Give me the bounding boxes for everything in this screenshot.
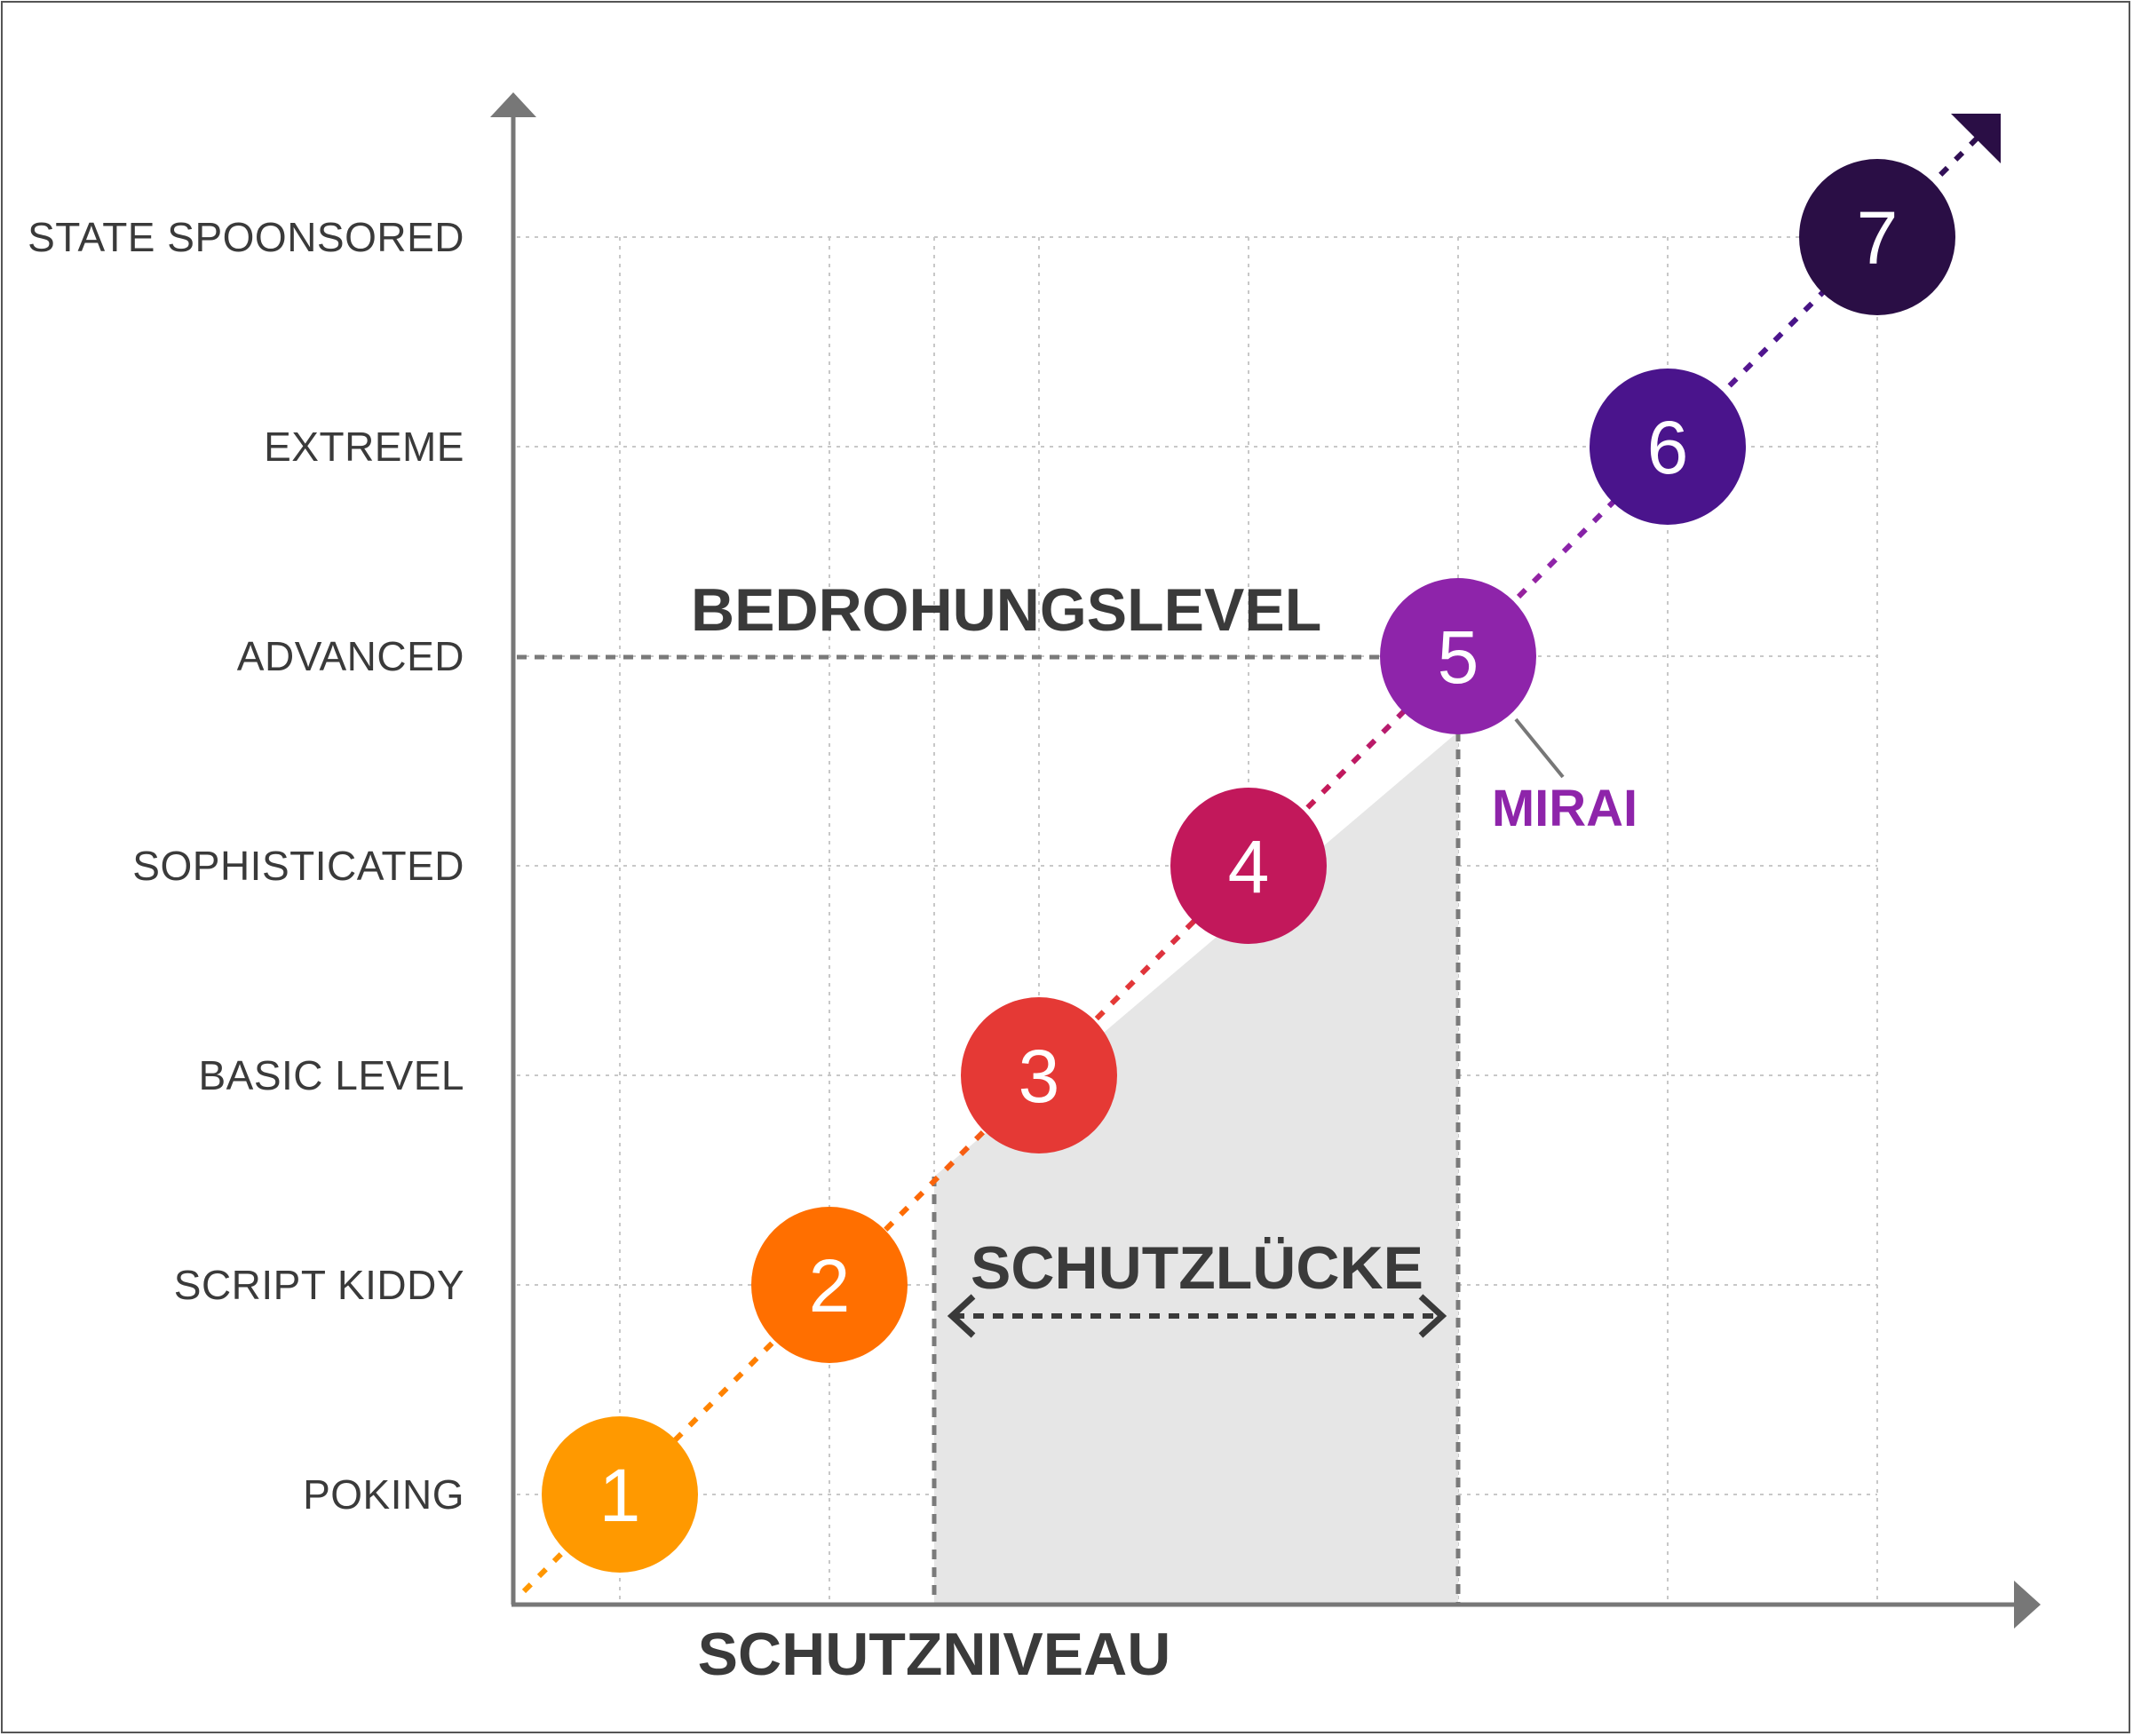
protection-gap-area [934,732,1458,1603]
threat-node-circle [542,1416,698,1573]
threat-node-4: 4 [1170,788,1327,944]
threat-node-circle [961,997,1117,1153]
threat-node-number: 2 [809,1244,851,1328]
threat-node-number: 1 [599,1454,641,1537]
threat-node-circle [1380,578,1536,734]
y-label-script-kiddy: SCRIPT KIDDY [174,1262,464,1308]
mirai-label: MIRAI [1492,780,1637,837]
arrow-right-icon [1418,1294,1447,1338]
threat-level-nodes: 1 2 3 4 5 6 7 [542,159,1955,1573]
threat-node-circle [1799,159,1955,315]
threat-node-2: 2 [751,1207,908,1363]
threat-node-1: 1 [542,1416,698,1573]
y-label-advanced: ADVANCED [237,633,464,679]
threat-node-number: 7 [1857,196,1899,280]
protection-gap-double-arrow [947,1294,1447,1338]
y-axis-labels: POKING SCRIPT KIDDY BASIC LEVEL SOPHISTI… [28,214,464,1518]
threat-node-3: 3 [961,997,1117,1153]
protection-gap-label: SCHUTZLÜCKE [971,1234,1423,1302]
y-axis-arrow-icon [490,92,536,117]
threat-node-number: 3 [1019,1034,1060,1118]
protection-level-label: SCHUTZNIVEAU [698,1621,1171,1688]
threat-node-circle [1170,788,1327,944]
threat-node-circle [1590,369,1746,525]
y-label-basic-level: BASIC LEVEL [198,1052,464,1098]
arrow-left-icon [947,1294,976,1338]
threat-node-number: 4 [1228,825,1270,908]
y-label-poking: POKING [303,1471,464,1518]
threat-node-number: 5 [1438,615,1479,699]
threat-node-5: 5 [1380,578,1536,734]
x-axis-arrow-icon [2014,1581,2041,1629]
y-label-sophisticated: SOPHISTICATED [132,843,464,889]
mirai-callout-line [1514,717,1565,779]
y-label-state-sponsored: STATE SPOONSORED [28,214,464,260]
threat-node-7: 7 [1799,159,1955,315]
threat-node-circle [751,1207,908,1363]
y-label-extreme: EXTREME [264,424,464,470]
threat-node-number: 6 [1647,406,1689,489]
threat-node-6: 6 [1590,369,1746,525]
trend-arrow-icon [1951,114,2001,163]
threat-level-label: BEDROHUNGSLEVEL [691,576,1321,644]
